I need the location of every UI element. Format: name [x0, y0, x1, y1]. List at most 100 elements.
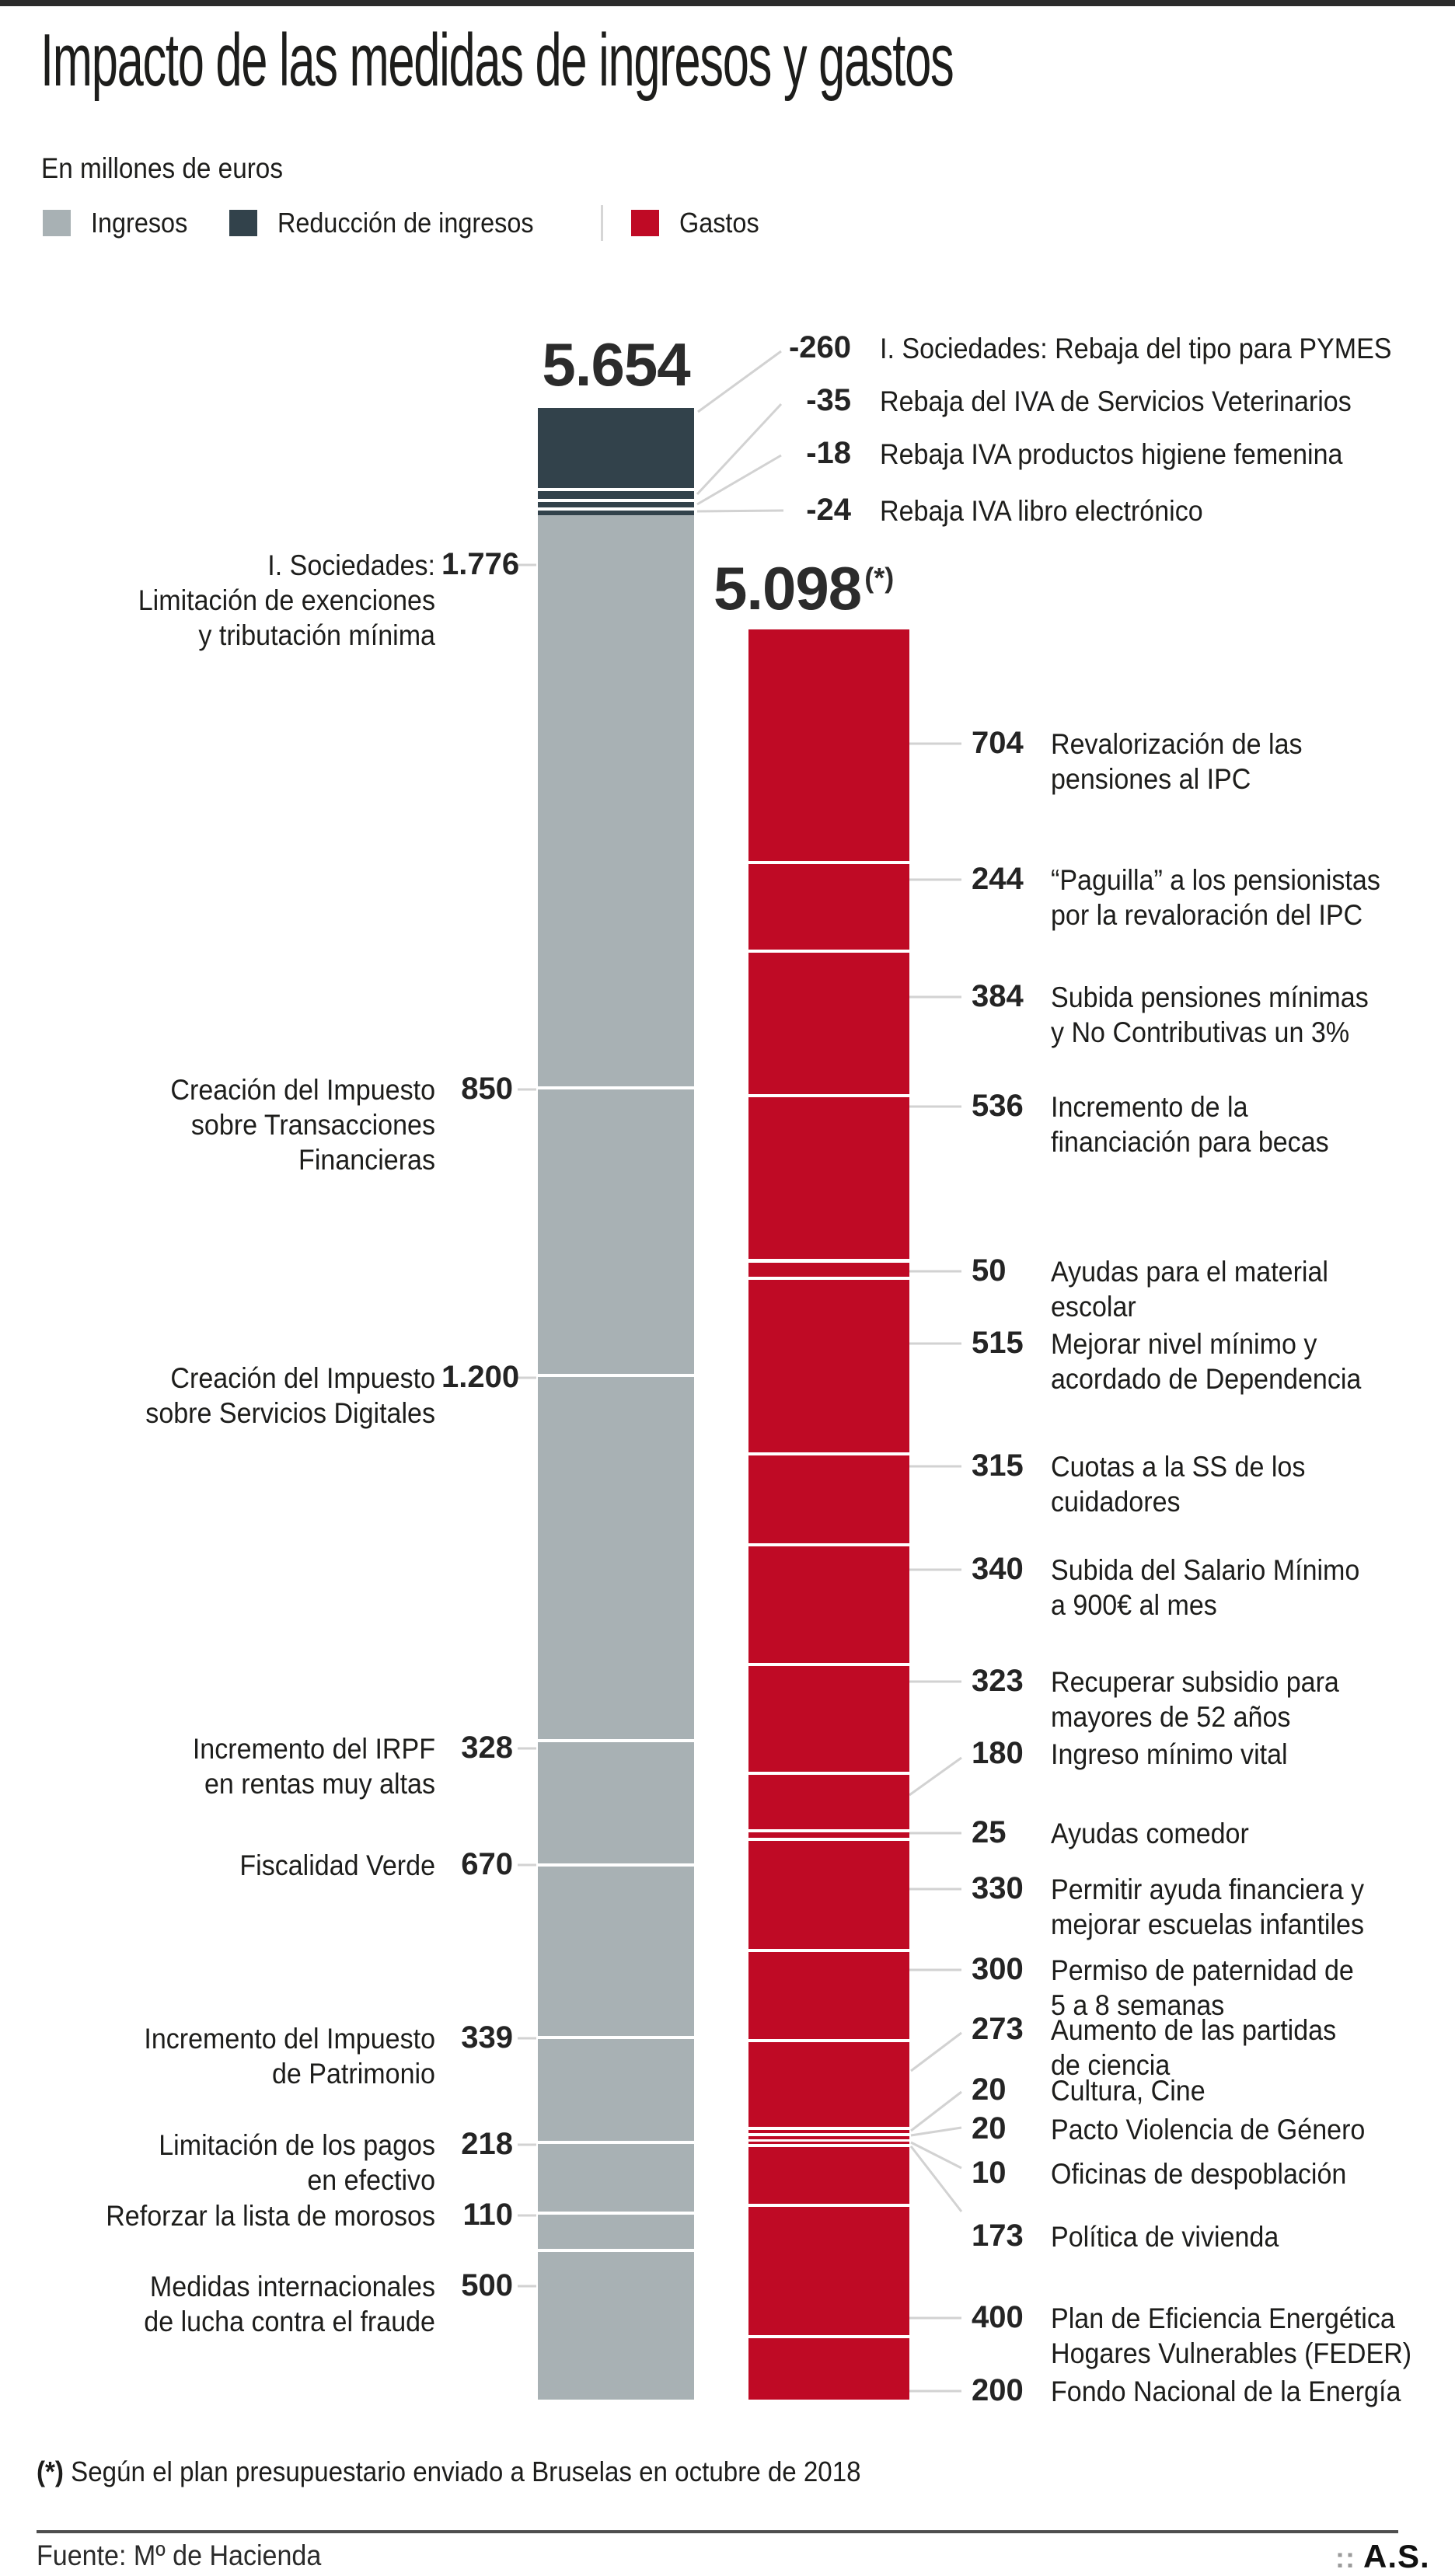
ingresos-segment-4 — [538, 1867, 694, 2036]
ingresos-segment-6 — [538, 2144, 694, 2212]
as-logo-text: A.S. — [1363, 2538, 1430, 2574]
as-logo-dots: :: — [1335, 2542, 1356, 2574]
gastos-label-14: Cultura, Cine — [1051, 2075, 1206, 2107]
gastos-segment-4 — [748, 1263, 909, 1277]
gastos-label-1: “Paguilla” a los pensionistas por la rev… — [1051, 864, 1380, 931]
ingresos-label-2: Creación del Impuesto sobre Servicios Di… — [145, 1362, 435, 1429]
top-border — [0, 0, 1455, 6]
gastos-segment-1 — [748, 864, 909, 950]
legend-label-ingresos: Ingresos — [91, 207, 188, 239]
gastos-label-17: Política de vivienda — [1051, 2221, 1279, 2253]
gastos-segment-13 — [748, 2042, 909, 2127]
gastos-label-6: Cuotas a la SS de los cuidadores — [1051, 1451, 1306, 1518]
gastos-connector-13 — [910, 2031, 962, 2072]
gastos-connector-15 — [910, 2126, 962, 2137]
legend-label-gastos: Gastos — [679, 207, 759, 239]
ingresos-label-5: Incremento del Impuesto de Patrimonio — [144, 2023, 435, 2090]
ingresos-value-3: 328 — [461, 1731, 513, 1765]
gastos-value-9: 180 — [972, 1736, 1024, 1770]
gastos-segment-14 — [748, 2130, 909, 2133]
ingresos-value-6: 218 — [461, 2127, 513, 2161]
ingresos-label-8: Medidas internacionales de lucha contra … — [144, 2271, 435, 2337]
ingresos-value-7: 110 — [462, 2198, 513, 2232]
gastos-segment-2 — [748, 953, 909, 1094]
gastos-segment-10 — [748, 1832, 909, 1838]
gastos-segment-12 — [748, 1952, 909, 2039]
legend-swatch-ingresos — [43, 210, 71, 236]
gastos-segment-15 — [748, 2136, 909, 2139]
ingresos-label-7: Reforzar la lista de morosos — [106, 2200, 436, 2232]
reduccion-segment-2 — [538, 502, 694, 507]
gastos-label-4: Ayudas para el material escolar — [1051, 1256, 1328, 1323]
gastos-segment-0 — [748, 629, 909, 861]
reduccion-label-2: Rebaja IVA productos higiene femenina — [880, 438, 1343, 470]
gastos-segment-5 — [748, 1280, 909, 1452]
reduccion-value-3: -24 — [806, 493, 851, 527]
total-gastos-note: (*) — [864, 562, 895, 594]
gastos-value-12: 300 — [972, 1952, 1024, 1986]
footnote-text: Según el plan presupuestario enviado a B… — [71, 2456, 861, 2487]
gastos-label-7: Subida del Salario Mínimo a 900€ al mes — [1051, 1554, 1360, 1621]
gastos-value-14: 20 — [972, 2072, 1007, 2107]
ingresos-segment-5 — [538, 2039, 694, 2141]
total-ingresos: 5.654 — [538, 329, 694, 400]
gastos-value-13: 273 — [972, 2012, 1024, 2046]
ingresos-value-0: 1.776 — [441, 547, 520, 581]
gastos-value-1: 244 — [972, 862, 1024, 896]
reduccion-label-3: Rebaja IVA libro electrónico — [880, 495, 1203, 527]
legend-label-reduccion: Reducción de ingresos — [277, 207, 534, 239]
gastos-value-11: 330 — [972, 1871, 1024, 1905]
gastos-value-7: 340 — [972, 1552, 1024, 1586]
gastos-label-2: Subida pensiones mínimas y No Contributi… — [1051, 981, 1369, 1048]
ingresos-segment-2 — [538, 1377, 694, 1739]
footnote: (*) Según el plan presupuestario enviado … — [37, 2456, 861, 2488]
ingresos-value-8: 500 — [461, 2268, 513, 2302]
footnote-asterisk: (*) — [37, 2456, 64, 2487]
gastos-value-19: 200 — [972, 2373, 1024, 2407]
chart-units-subtitle: En millones de euros — [41, 152, 283, 184]
reduccion-label-0: I. Sociedades: Rebaja del tipo para PYME… — [880, 333, 1392, 364]
reduccion-value-2: -18 — [806, 436, 851, 470]
ingresos-segment-0 — [538, 515, 694, 1086]
footer-divider — [37, 2530, 1398, 2533]
gastos-label-10: Ayudas comedor — [1051, 1818, 1249, 1849]
gastos-label-8: Recuperar subsidio para mayores de 52 añ… — [1051, 1666, 1339, 1733]
ingresos-label-4: Fiscalidad Verde — [239, 1849, 435, 1881]
gastos-label-13: Aumento de las partidas de ciencia — [1051, 2014, 1337, 2081]
ingresos-value-5: 339 — [461, 2020, 513, 2055]
ingresos-segment-7 — [538, 2215, 694, 2249]
gastos-label-16: Oficinas de despoblación — [1051, 2158, 1347, 2190]
reduccion-value-0: -260 — [788, 330, 851, 364]
gastos-value-2: 384 — [972, 979, 1024, 1013]
as-logo: :: A.S. — [1335, 2538, 1430, 2575]
gastos-segment-3 — [748, 1097, 909, 1259]
gastos-segment-18 — [748, 2207, 909, 2335]
gastos-label-11: Permitir ayuda financiera y mejorar escu… — [1051, 1874, 1365, 1940]
gastos-value-8: 323 — [972, 1664, 1024, 1698]
ingresos-segment-8 — [538, 2252, 694, 2400]
gastos-value-6: 315 — [972, 1448, 1024, 1483]
gastos-label-12: Permiso de paternidad de 5 a 8 semanas — [1051, 1954, 1354, 2021]
gastos-label-18: Plan de Eficiencia Energética Hogares Vu… — [1051, 2302, 1412, 2369]
gastos-segment-17 — [748, 2147, 909, 2204]
gastos-connector-9 — [909, 1756, 962, 1797]
gastos-segment-7 — [748, 1546, 909, 1663]
gastos-segment-8 — [748, 1666, 909, 1772]
gastos-label-3: Incremento de la financiación para becas — [1051, 1091, 1329, 1158]
gastos-label-15: Pacto Violencia de Género — [1051, 2114, 1366, 2146]
ingresos-value-1: 850 — [461, 1072, 513, 1106]
gastos-value-17: 173 — [972, 2219, 1024, 2253]
reduccion-segment-3 — [538, 511, 694, 515]
page-title: Impacto de las medidas de ingresos y gas… — [40, 19, 954, 102]
ingresos-value-4: 670 — [461, 1847, 513, 1881]
reduccion-label-1: Rebaja del IVA de Servicios Veterinarios — [880, 385, 1352, 417]
legend: Ingresos Reducción de ingresos Gastos — [43, 205, 799, 241]
reduccion-segment-0 — [538, 408, 694, 488]
gastos-value-5: 515 — [972, 1326, 1024, 1360]
gastos-segment-6 — [748, 1455, 909, 1543]
legend-divider — [601, 205, 604, 241]
gastos-value-15: 20 — [972, 2111, 1007, 2146]
gastos-label-19: Fondo Nacional de la Energía — [1051, 2376, 1401, 2407]
ingresos-segment-3 — [538, 1742, 694, 1863]
